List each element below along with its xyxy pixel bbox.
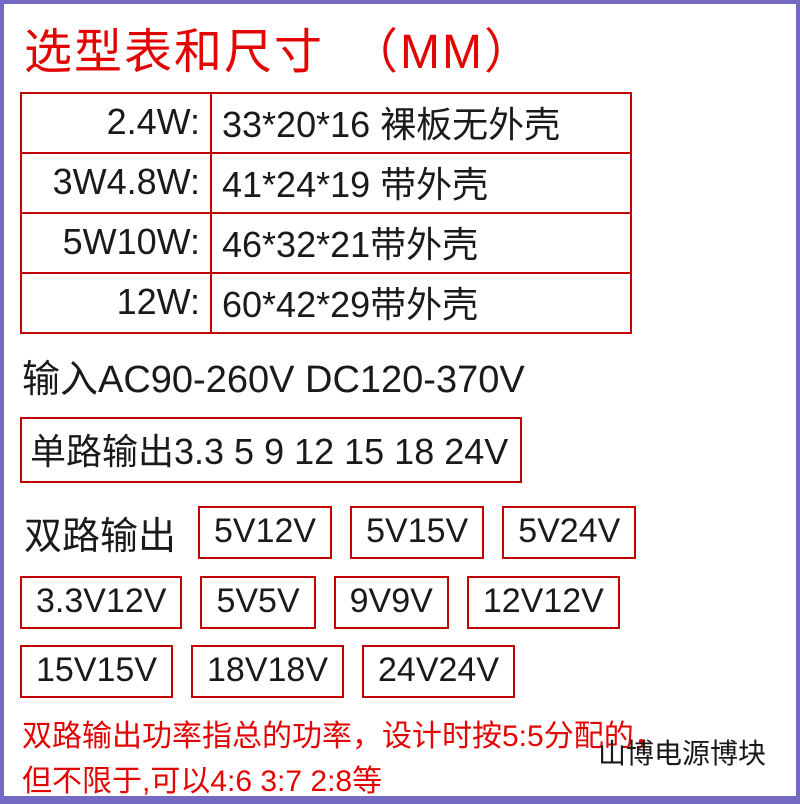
size-cell: 41*24*19 带外壳: [211, 153, 631, 213]
brand-label: 山博电源博块: [598, 732, 766, 772]
watt-cell: 5W10W:: [21, 213, 211, 273]
dual-output-label: 双路输出: [20, 505, 180, 560]
voltage-chip: 24V24V: [362, 645, 515, 698]
table-row: 2.4W: 33*20*16 裸板无外壳: [21, 93, 631, 153]
dual-output-row-1: 双路输出 5V12V 5V15V 5V24V: [20, 505, 780, 560]
dimensions-table: 2.4W: 33*20*16 裸板无外壳 3W4.8W: 41*24*19 带外…: [20, 92, 632, 334]
watt-cell: 3W4.8W:: [21, 153, 211, 213]
voltage-chip: 18V18V: [191, 645, 344, 698]
voltage-chip: 5V12V: [198, 506, 332, 559]
size-cell: 33*20*16 裸板无外壳: [211, 93, 631, 153]
dual-output-row-2: 3.3V12V 5V5V 9V9V 12V12V: [20, 576, 780, 629]
voltage-chip: 5V24V: [502, 506, 636, 559]
table-row: 3W4.8W: 41*24*19 带外壳: [21, 153, 631, 213]
voltage-chip: 5V5V: [200, 576, 315, 629]
size-cell: 46*32*21带外壳: [211, 213, 631, 273]
voltage-chip: 12V12V: [467, 576, 620, 629]
table-row: 5W10W: 46*32*21带外壳: [21, 213, 631, 273]
voltage-chip: 15V15V: [20, 645, 173, 698]
watt-cell: 12W:: [21, 273, 211, 333]
watt-cell: 2.4W:: [21, 93, 211, 153]
spec-sheet: 选型表和尺寸 （MM） 2.4W: 33*20*16 裸板无外壳 3W4.8W:…: [4, 4, 796, 796]
size-cell: 60*42*29带外壳: [211, 273, 631, 333]
single-output-box: 单路输出3.3 5 9 12 15 18 24V: [20, 417, 522, 483]
voltage-chip: 3.3V12V: [20, 576, 182, 629]
input-voltage-line: 输入AC90-260V DC120-370V: [22, 348, 780, 403]
voltage-chip: 5V15V: [350, 506, 484, 559]
page-title: 选型表和尺寸 （MM）: [20, 12, 780, 82]
voltage-chip: 9V9V: [334, 576, 449, 629]
table-row: 12W: 60*42*29带外壳: [21, 273, 631, 333]
dual-output-row-3: 15V15V 18V18V 24V24V: [20, 645, 780, 698]
